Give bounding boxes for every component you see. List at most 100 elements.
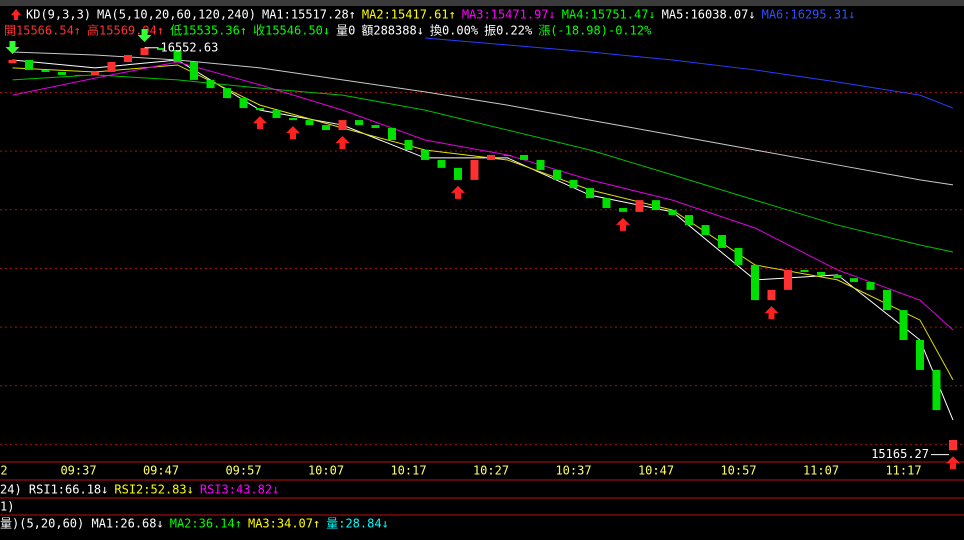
candle-body bbox=[404, 140, 413, 150]
candle-body bbox=[800, 269, 809, 272]
buy-signal bbox=[946, 456, 960, 470]
candle-body bbox=[74, 74, 83, 76]
candle-body bbox=[916, 340, 924, 370]
candle-body bbox=[206, 79, 215, 89]
status-item: 24) RSI1:66.18↓ bbox=[0, 483, 108, 497]
x-tick-label: 09:47 bbox=[143, 464, 179, 478]
candle-body bbox=[58, 71, 66, 75]
status-item: MA2:15417.61↑ bbox=[362, 8, 456, 22]
status-item: MA3:34.07↑ bbox=[248, 517, 320, 531]
x-tick-label: 11:17 bbox=[885, 464, 921, 478]
status-item: MA3:15471.97↓ bbox=[462, 8, 556, 22]
x-tick-label: 10:47 bbox=[638, 464, 674, 478]
candle-body bbox=[784, 269, 792, 290]
candle-body bbox=[569, 179, 578, 189]
candle-body bbox=[8, 59, 17, 64]
candle-body bbox=[850, 278, 858, 282]
candle-body bbox=[25, 59, 33, 70]
candle-body bbox=[124, 54, 132, 63]
candle-body bbox=[256, 108, 264, 111]
x-tick-label: 10:07 bbox=[308, 464, 344, 478]
candle-body bbox=[619, 208, 627, 212]
candle-body bbox=[470, 159, 479, 180]
candle-body bbox=[272, 110, 281, 119]
status-item: 1) bbox=[0, 500, 14, 514]
candle-body bbox=[91, 71, 99, 75]
annotation-label: 16552.63 bbox=[161, 40, 219, 54]
candle-body bbox=[817, 271, 825, 275]
candle-body bbox=[140, 47, 149, 55]
status-item: 量:28.84↓ bbox=[326, 517, 389, 531]
candle-body bbox=[107, 62, 116, 72]
candle-body bbox=[701, 225, 710, 236]
candle-body bbox=[322, 125, 330, 131]
candle-body bbox=[388, 127, 396, 141]
status-item: MA1:15517.28↑ bbox=[262, 8, 356, 22]
status-item: 額288388↓ bbox=[361, 24, 424, 38]
buy-signal bbox=[616, 217, 630, 231]
candle-body bbox=[239, 98, 248, 109]
candle-body bbox=[338, 120, 347, 131]
buy-signal bbox=[335, 136, 350, 150]
x-tick-label: 09:37 bbox=[60, 464, 96, 478]
status-item: MA5:16038.07↓ bbox=[662, 8, 756, 22]
buy-signal bbox=[451, 185, 465, 199]
candle-body bbox=[503, 154, 512, 156]
status-item: 漲(-18.98)-0.12% bbox=[538, 24, 652, 38]
ma-line bbox=[424, 37, 954, 109]
candle-body bbox=[487, 154, 495, 160]
status-item: 低15535.36↑ bbox=[170, 24, 247, 38]
candle-body bbox=[751, 264, 759, 301]
x-tick-label: 10:27 bbox=[473, 464, 509, 478]
indicator-icon bbox=[11, 9, 21, 20]
x-tick-label: 10:57 bbox=[720, 464, 756, 478]
status-item: MA2:36.14↑ bbox=[170, 517, 242, 531]
candle-body bbox=[190, 62, 198, 80]
candle-body bbox=[866, 281, 875, 290]
status-item: 振0.22% bbox=[484, 24, 533, 38]
status-item: 開15566.54↑ bbox=[4, 24, 81, 38]
candle-body bbox=[223, 88, 231, 99]
candle-body bbox=[305, 120, 314, 126]
status-item: 換0.00% bbox=[430, 24, 479, 38]
candle-body bbox=[767, 289, 776, 301]
candle-body bbox=[718, 235, 726, 248]
status-item: KD(9,3,3) bbox=[26, 8, 91, 22]
candle-body bbox=[635, 200, 644, 212]
buy-signal bbox=[286, 126, 300, 140]
candle-body bbox=[932, 369, 941, 411]
top-strip bbox=[0, 0, 964, 6]
candle-body bbox=[520, 154, 528, 160]
status-item: 量0 bbox=[336, 24, 355, 38]
candle-body bbox=[652, 200, 660, 211]
status-item: MA4:15751.47↓ bbox=[562, 8, 656, 22]
candle-body bbox=[173, 49, 182, 63]
candle-body bbox=[833, 274, 842, 279]
sell-signal bbox=[5, 40, 20, 54]
status-item: 量)(5,20,60) MA1:26.68↓ bbox=[0, 517, 164, 531]
x-tick-label: 10:37 bbox=[555, 464, 591, 478]
candle-body bbox=[289, 118, 297, 121]
annotation-label: 15165.27 bbox=[871, 447, 929, 461]
candle-body bbox=[883, 289, 891, 311]
candle-body bbox=[685, 215, 693, 226]
status-item: 收15546.50↓ bbox=[253, 24, 330, 38]
x-tick-label: 10:17 bbox=[390, 464, 426, 478]
sell-signal bbox=[137, 28, 152, 42]
x-tick-label: 2 bbox=[0, 464, 7, 478]
status-item: RSI2:52.83↓ bbox=[114, 483, 193, 497]
candle-body bbox=[41, 69, 50, 72]
candle-body bbox=[536, 159, 545, 170]
status-item: 高15569.94↑ bbox=[87, 23, 164, 38]
candle-body bbox=[157, 47, 165, 50]
ma-line bbox=[12, 64, 954, 381]
candle-body bbox=[421, 149, 429, 160]
buy-signal bbox=[253, 116, 267, 130]
candle-body bbox=[553, 169, 561, 180]
candle-body bbox=[734, 247, 743, 265]
candle-body bbox=[586, 188, 594, 199]
status-item: RSI3:43.82↓ bbox=[200, 483, 279, 497]
candle-body bbox=[371, 125, 380, 128]
